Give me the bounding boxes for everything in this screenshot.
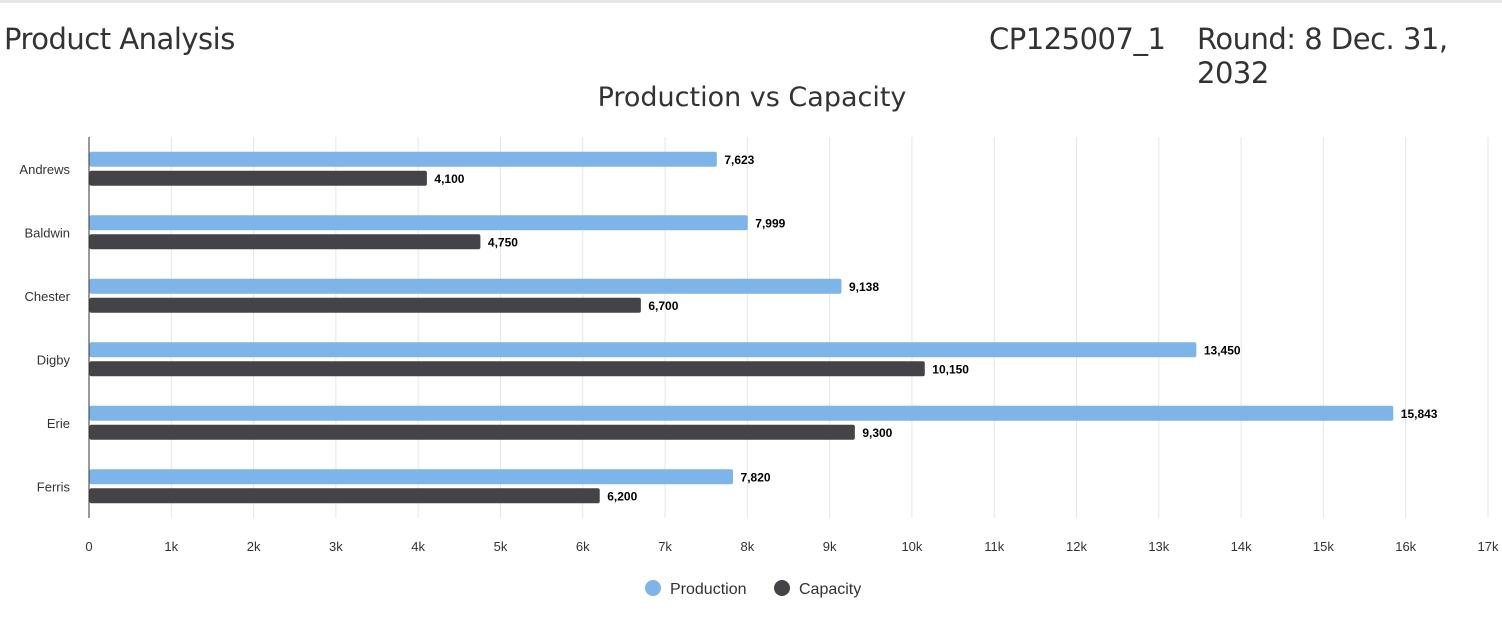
bar-capacity [89, 488, 600, 504]
bar-capacity [89, 170, 427, 186]
bar-production [89, 469, 734, 485]
data-label: 15,843 [1401, 407, 1438, 421]
x-tick-label: 8k [740, 539, 754, 554]
x-tick-label: 17k [1478, 539, 1499, 554]
data-label: 10,150 [932, 362, 969, 376]
bar-production [89, 405, 1394, 421]
page-title: Product Analysis [4, 22, 235, 56]
bar-capacity [89, 234, 481, 250]
data-label: 13,450 [1204, 343, 1241, 357]
x-tick-label: 7k [658, 539, 672, 554]
bar-production [89, 342, 1197, 358]
legend-label-capacity: Capacity [799, 581, 861, 598]
bar-capacity [89, 424, 855, 440]
category-label: Chester [24, 289, 70, 304]
legend-label-production: Production [670, 581, 747, 598]
x-tick-label: 12k [1066, 539, 1087, 554]
bar-capacity [89, 297, 641, 313]
x-tick-label: 11k [984, 539, 1004, 554]
data-label: 7,820 [741, 470, 771, 484]
x-tick-label: 16k [1395, 539, 1416, 554]
chart-title: Production vs Capacity [598, 82, 907, 113]
bar-capacity [89, 361, 925, 377]
x-tick-label: 6k [576, 539, 590, 554]
x-tick-label: 14k [1231, 539, 1252, 554]
x-tick-label: 4k [411, 539, 425, 554]
legend-marker-capacity [774, 580, 790, 596]
category-label: Digby [37, 352, 71, 367]
category-label: Ferris [37, 479, 71, 494]
bar-production [89, 278, 842, 294]
top-border [0, 0, 1502, 3]
category-label: Erie [47, 416, 70, 431]
x-tick-label: 2k [247, 539, 261, 554]
x-tick-label: 1k [164, 539, 178, 554]
x-tick-label: 3k [329, 539, 343, 554]
data-label: 4,100 [434, 172, 464, 186]
data-label: 6,200 [607, 489, 637, 503]
bar-production [89, 215, 748, 231]
x-tick-label: 5k [494, 539, 508, 554]
data-label: 9,300 [862, 426, 892, 440]
legend-marker-production [645, 580, 661, 596]
company-code: CP125007_1 [989, 22, 1166, 56]
x-tick-label: 10k [901, 539, 922, 554]
x-tick-label: 9k [823, 539, 837, 554]
data-label: 6,700 [648, 299, 678, 313]
round-date: Round: 8 Dec. 31, 2032 [1197, 22, 1448, 90]
x-tick-label: 13k [1148, 539, 1169, 554]
bar-production [89, 151, 717, 167]
data-label: 7,999 [755, 216, 785, 230]
data-label: 4,750 [488, 235, 518, 249]
category-label: Andrews [19, 162, 70, 177]
data-label: 7,623 [724, 153, 754, 167]
x-tick-label: 0 [85, 539, 92, 554]
data-label: 9,138 [849, 280, 879, 294]
x-tick-label: 15k [1313, 539, 1334, 554]
category-label: Baldwin [24, 225, 70, 240]
